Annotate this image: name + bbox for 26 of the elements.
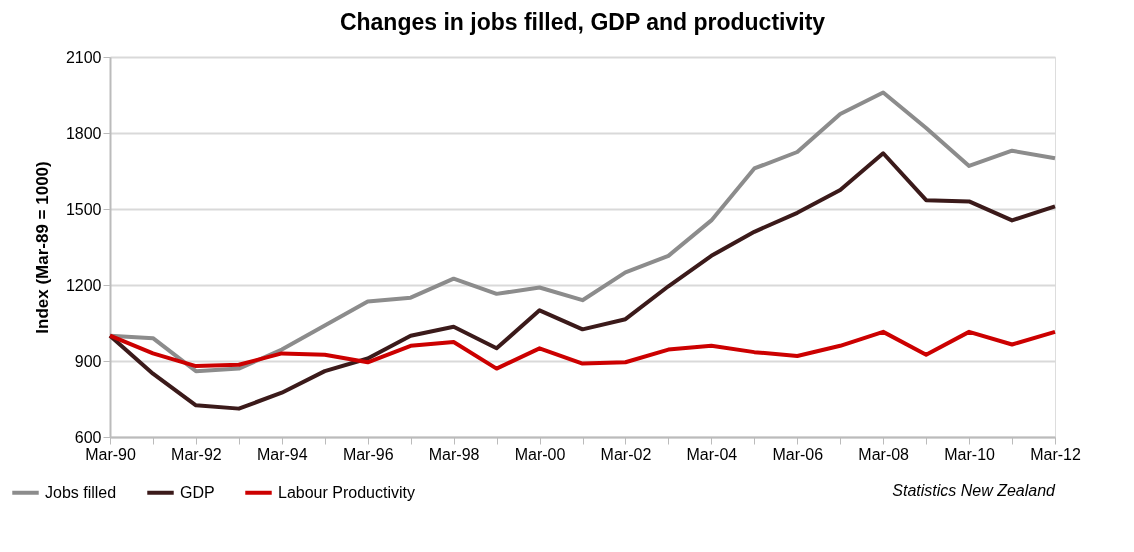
y-tick-label: 1800 (65, 124, 102, 142)
chart-title: Changes in jobs filled, GDP and productivity (339, 9, 826, 35)
x-tick-label: Mar-02 (600, 445, 652, 463)
text: Statistics New Zealand (892, 482, 1057, 499)
x-tick-label: Mar-90 (85, 445, 136, 463)
x-tick-label: Mar-08 (858, 445, 910, 463)
line-series (108, 329, 1057, 371)
x-tick-label: Mar-10 (944, 445, 996, 463)
x-tick-label: Mar-94 (256, 445, 308, 463)
y-axis-title: Index (Mar-89 = 1000) (32, 161, 52, 334)
legend-label: Jobs filled (45, 483, 117, 501)
y-tick-label: 1200 (65, 276, 102, 294)
y-tick-label: 2100 (65, 48, 102, 66)
y-tick-label: 1500 (65, 200, 102, 218)
x-tick-label: Mar-98 (428, 445, 480, 463)
line-series (108, 151, 1057, 411)
x-tick-label: Mar-04 (686, 445, 738, 463)
x-tick-label: Mar-92 (171, 445, 222, 463)
y-tick-label: 600 (74, 428, 102, 446)
x-tick-label: Mar-12 (1030, 445, 1081, 463)
x-tick-label: Mar-00 (514, 445, 566, 463)
x-tick-label: Mar-06 (772, 445, 824, 463)
x-tick-label: Mar-96 (342, 445, 394, 463)
legend-label: Labour Productivity (278, 483, 415, 501)
legend-label: GDP (180, 483, 215, 501)
y-tick-label: 900 (74, 352, 102, 370)
